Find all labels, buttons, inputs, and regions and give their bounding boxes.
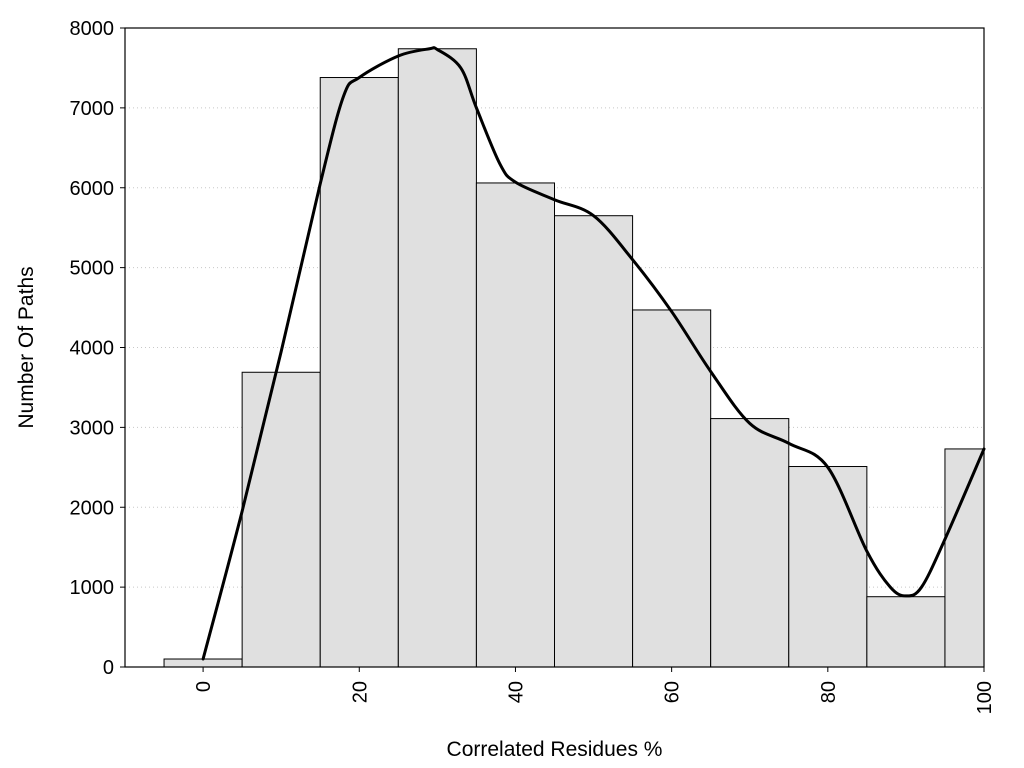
y-tick-label: 5000	[70, 258, 115, 280]
histogram-bars	[163, 48, 985, 668]
histogram-bar	[710, 418, 790, 668]
y-tick-label: 4000	[70, 338, 115, 360]
x-tick-label: 80	[818, 681, 840, 703]
y-tick-label: 7000	[70, 98, 115, 120]
y-tick-label: 0	[103, 657, 114, 679]
x-axis-ticks: 0 20 40 60 80 100	[193, 667, 996, 714]
y-tick-label: 8000	[70, 18, 115, 40]
x-tick-label: 100	[974, 681, 996, 714]
x-tick-label: 0	[193, 681, 215, 692]
histogram-bar	[866, 596, 946, 668]
histogram-bar	[632, 309, 712, 668]
y-tick-label: 3000	[70, 417, 115, 439]
histogram-bar	[554, 215, 634, 668]
histogram-bar	[944, 448, 985, 668]
x-tick-label: 40	[505, 681, 527, 703]
histogram-bar	[788, 466, 868, 668]
histogram-bar	[475, 182, 555, 668]
y-tick-label: 6000	[70, 178, 115, 200]
density-curve	[201, 46, 986, 661]
y-axis-ticks: 0 1000 2000 3000 4000 5000 6000 7000 8000	[70, 18, 125, 679]
y-tick-label: 2000	[70, 497, 115, 519]
x-tick-label: 20	[349, 681, 371, 703]
x-axis-title: Correlated Residues %	[447, 738, 663, 761]
x-tick-label: 60	[662, 681, 684, 703]
histogram-bar	[241, 371, 321, 668]
y-tick-label: 1000	[70, 577, 115, 599]
histogram-bar	[397, 48, 477, 668]
y-axis-title: Number Of Paths	[15, 266, 38, 428]
histogram-bar	[319, 77, 399, 668]
